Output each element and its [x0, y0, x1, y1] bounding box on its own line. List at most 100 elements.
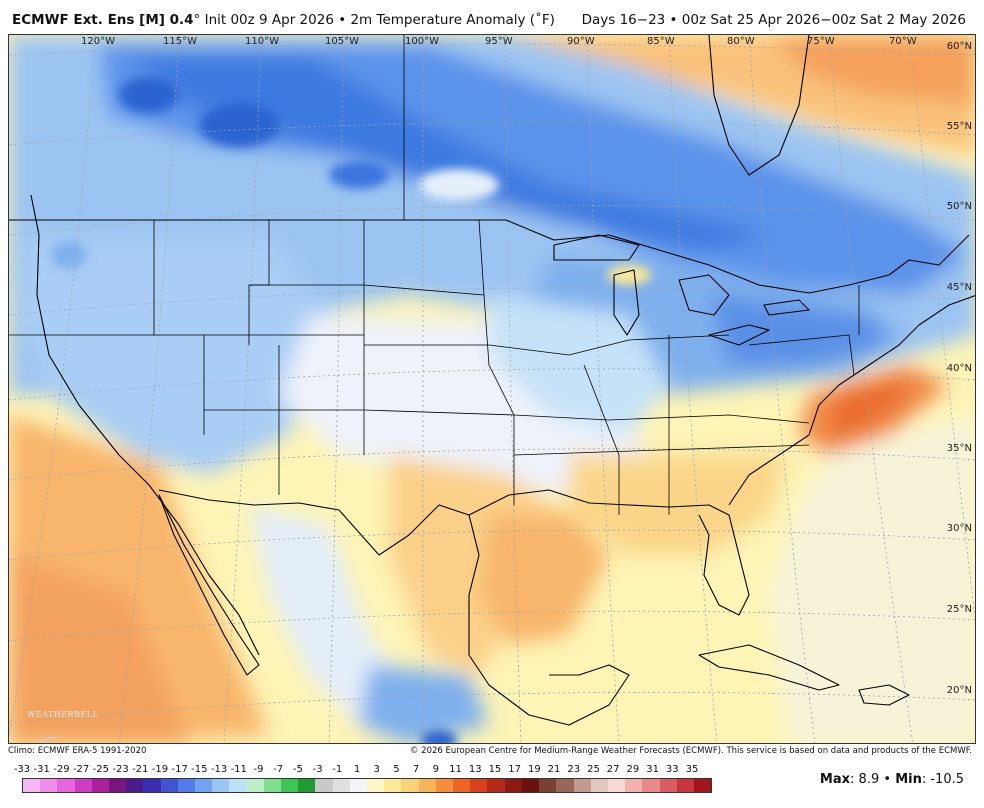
- lake-ontario: [763, 299, 810, 316]
- legend-tick-label: -21: [132, 764, 149, 775]
- legend-swatch: [487, 779, 505, 792]
- longitude-label: 105°W: [325, 36, 359, 47]
- map-title: ECMWF Ext. Ens [M] 0.4° Init 00z 9 Apr 2…: [12, 12, 555, 28]
- legend-tick-label: -25: [92, 764, 109, 775]
- legend-swatch: [246, 779, 264, 792]
- legend-tick-label: -5: [292, 764, 303, 775]
- lake-michigan: [613, 269, 640, 336]
- anomaly-field: [9, 35, 975, 743]
- longitude-label: 100°W: [405, 36, 439, 47]
- legend-tick-label: -29: [53, 764, 70, 775]
- us-gulf-coast: [468, 489, 750, 616]
- legend-tick-label: -13: [210, 764, 228, 775]
- pacific-coastline: [30, 194, 260, 656]
- legend-swatch: [539, 779, 557, 792]
- init-time: Init 00z 9 Apr 2026: [204, 12, 334, 28]
- legend-swatch: [384, 779, 402, 792]
- legend-tick-label: 31: [646, 764, 659, 775]
- latitude-label: 25°N: [946, 604, 972, 615]
- max-label: Max: [819, 772, 851, 787]
- atlantic-coastline: [728, 295, 975, 506]
- legend-tick-label: 27: [606, 764, 620, 775]
- legend-swatch: [57, 779, 75, 792]
- legend-swatch: [126, 779, 144, 792]
- legend-swatch: [332, 779, 350, 792]
- legend-tick-label: 7: [412, 764, 420, 775]
- legend-tick-label: 13: [468, 764, 482, 775]
- legend-swatch: [418, 779, 436, 792]
- legend-tick-label: 19: [527, 764, 541, 775]
- header: ECMWF Ext. Ens [M] 0.4° Init 00z 9 Apr 2…: [0, 0, 984, 34]
- legend-swatch: [367, 779, 385, 792]
- weatherbell-logo: [38, 736, 58, 743]
- legend-swatch: [109, 779, 127, 792]
- legend-tick-label: 5: [393, 764, 400, 775]
- longitude-label: 70°W: [889, 36, 917, 47]
- hudson-bay: [708, 35, 810, 176]
- legend-swatch: [504, 779, 522, 792]
- legend-tick-label: 21: [547, 764, 561, 775]
- hispaniola: [858, 684, 910, 706]
- degree-symbol: °: [193, 12, 201, 28]
- legend-tick-label: 29: [626, 764, 640, 775]
- us-mexico-border: [158, 489, 470, 556]
- lake-superior: [553, 234, 640, 261]
- legend-tick-label: -23: [112, 764, 129, 775]
- legend-tick-label: 11: [449, 764, 462, 775]
- legend-swatch: [349, 779, 368, 792]
- lake-huron: [678, 274, 730, 316]
- longitude-label: 85°W: [647, 36, 675, 47]
- legend-tick-label: 25: [587, 764, 600, 775]
- latitude-label: 60°N: [946, 41, 972, 52]
- legend-swatch: [315, 779, 333, 792]
- variable-name: 2m Temperature Anomaly (˚F): [350, 12, 555, 28]
- latitude-label: 40°N: [946, 363, 972, 374]
- legend-tick-label: 1: [353, 764, 361, 775]
- anomaly-detail: [51, 77, 651, 743]
- model-name: ECMWF Ext. Ens [M] 0.4: [12, 12, 194, 28]
- legend-swatch: [40, 779, 58, 792]
- legend-swatch: [676, 779, 694, 792]
- legend-tick-label: -3: [312, 764, 323, 775]
- legend-tick-label: -31: [33, 764, 50, 775]
- legend-swatch: [195, 779, 213, 792]
- legend-swatch: [23, 779, 41, 792]
- legend-tick-label: -9: [253, 764, 264, 775]
- anomaly-map: [9, 35, 975, 743]
- latitude-label: 20°N: [946, 685, 972, 696]
- legend-swatch: [590, 779, 608, 792]
- legend-swatch: [401, 779, 419, 792]
- legend-tick-label: 33: [665, 764, 679, 775]
- legend-swatch: [659, 779, 677, 792]
- legend-tick-label: 17: [508, 764, 522, 775]
- map-panel: WEATHERBELL 120°W 115°W 110°W 105°W 100°W 95°…: [8, 34, 976, 744]
- legend-tick-label: -7: [273, 764, 284, 775]
- max-min-stats: Max: 8.9 • Min: -10.5: [819, 772, 964, 787]
- latitude-label: 35°N: [946, 443, 972, 454]
- copyright-note: © 2026 European Centre for Medium-Range …: [409, 746, 972, 756]
- legend-color-bar: [22, 778, 712, 793]
- latitude-label: 30°N: [946, 523, 972, 534]
- title-separator: •: [338, 12, 347, 28]
- longitude-label: 75°W: [807, 36, 835, 47]
- legend-tick-label: -19: [151, 764, 169, 775]
- climo-note: Climo: ECMWF ERA-5 1991-2020: [8, 746, 147, 756]
- legend-tick-label: -27: [72, 764, 90, 775]
- longitude-label: 90°W: [567, 36, 595, 47]
- longitude-label: 120°W: [81, 36, 115, 47]
- legend-swatch: [607, 779, 626, 792]
- legend-swatch: [263, 779, 282, 792]
- legend-tick-label: 15: [488, 764, 502, 775]
- longitude-label: 115°W: [163, 36, 197, 47]
- legend-swatch: [177, 779, 196, 792]
- legend-tick-label: -15: [191, 764, 208, 775]
- legend-swatch: [281, 779, 299, 792]
- legend-tick-label: 23: [567, 764, 581, 775]
- legend-swatch: [435, 779, 454, 792]
- baja-california: [158, 494, 260, 676]
- max-value: 8.9: [858, 772, 880, 787]
- stats-separator: •: [883, 772, 892, 787]
- legend-swatch: [556, 779, 574, 792]
- us-canada-border: [9, 219, 970, 294]
- legend-swatch: [521, 779, 540, 792]
